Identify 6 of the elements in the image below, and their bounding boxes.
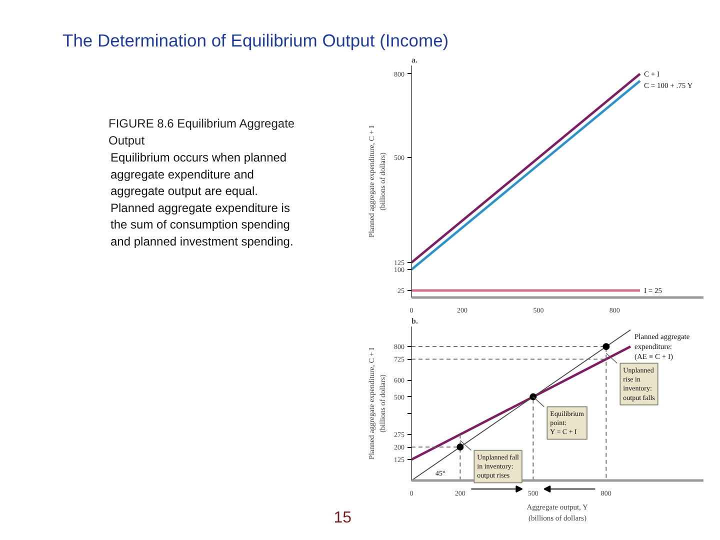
- text: The Determination of Equilibrium Output (Income): [62, 30, 449, 50]
- text: Equilibrium occurs when planned aggregate expenditure and aggregate output are equal. Planned aggregate expenditure is the sum of consumption spending and planned investment spending.: [110, 150, 294, 248]
- text: FIGURE 8.6 Equilibrium Aggregate Output: [108, 116, 295, 148]
- chart-title: b.: [412, 316, 418, 326]
- text: 15: [334, 510, 352, 526]
- chart-title: a.: [412, 56, 418, 64]
